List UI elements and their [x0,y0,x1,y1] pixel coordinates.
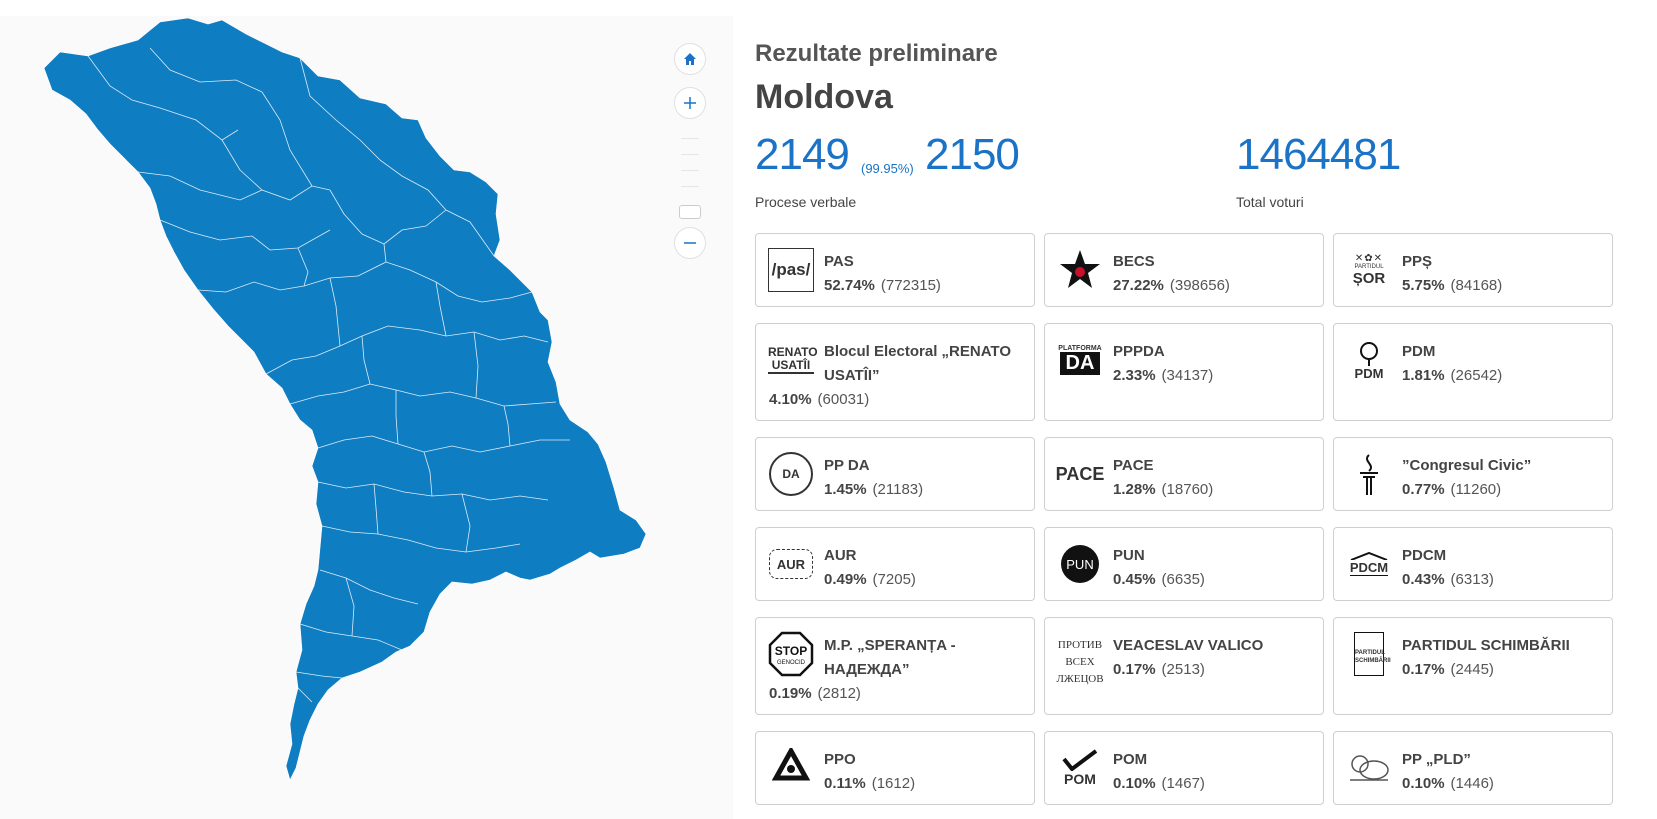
zoom-tick [681,170,699,171]
total-pv-count: 2150 [925,130,1020,179]
party-stats: 0.43% (6313) [1402,571,1494,588]
partidul-schimbarii-logo: PARTIDUL SCHIMBĂRII [1345,630,1393,678]
minus-icon [684,242,696,244]
party-card-pas[interactable]: /pas/ PAS 52.74% (772315) [755,233,1035,307]
party-card-pld[interactable]: PP „PLD” 0.10% (1446) [1333,731,1613,805]
platforma-da-logo: PLATFORMA DA [1058,345,1102,375]
party-stats: 5.75% (84168) [1402,277,1503,294]
party-name: PP DA [824,457,870,474]
party-name: VEACESLAV VALICO [1113,637,1264,654]
pdm-rose-logo: PDM [1345,336,1393,384]
party-card-speranta[interactable]: STOP GENOCID M.P. „SPERANȚA - НАДЕЖДА” 0.… [755,617,1035,715]
plus-icon [684,97,696,109]
party-stats: 27.22% (398656) [1113,277,1230,294]
party-stats: 0.49% (7205) [824,571,916,588]
party-stats: 0.19% (2812) [769,685,861,702]
pld-lion-logo [1345,744,1393,792]
party-card-veaceslav-valico[interactable]: ПРОТИВ ВСЕХ ЛЖЕЦОВ VEACESLAV VALICO 0.17… [1044,617,1324,715]
party-name: AUR [824,547,857,564]
party-name: POM [1113,751,1148,768]
party-stats: 0.17% (2445) [1402,661,1494,678]
moldova-country-shape[interactable] [43,17,647,781]
party-stats: 0.10% (1467) [1113,775,1205,792]
party-card-becs[interactable]: BECS 27.22% (398656) [1044,233,1324,307]
congresul-civic-logo [1345,450,1393,498]
party-name: PAS [824,253,854,270]
party-stats: 2.33% (34137) [1113,367,1214,384]
zoom-slider-handle[interactable] [679,205,701,219]
party-name: PUN [1113,547,1145,564]
party-stats: 1.28% (18760) [1113,481,1214,498]
partidul-sor-logo: ✕✿✕ PARTIDUL ȘOR [1352,253,1386,287]
party-card-pace[interactable]: PACE PACE 1.28% (18760) [1044,437,1324,511]
party-card-ppo[interactable]: PPO 0.11% (1612) [755,731,1035,805]
party-card-partidul-schimbarii[interactable]: PARTIDUL SCHIMBĂRII PARTIDUL SCHIMBĂRII … [1333,617,1613,715]
party-name: Blocul Electoral „RENATO USATÎI” [824,343,1011,384]
svg-text:GENOCID: GENOCID [777,660,806,666]
party-stats: 0.77% (11260) [1402,481,1502,498]
zoom-tick [681,186,699,187]
party-card-pdm[interactable]: PDM PDM 1.81% (26542) [1333,323,1613,421]
party-stats: 0.17% (2513) [1113,661,1205,678]
map-panel[interactable] [0,16,733,819]
total-votes-label: Total voturi [1236,194,1304,210]
pdcm-logo: PDCM [1345,540,1393,588]
processed-count: 2149 [755,130,850,179]
star-hammer-sickle-icon [1056,246,1104,294]
party-name: PPPDA [1113,343,1165,360]
party-name: PP „PLD” [1402,751,1471,768]
pace-logo: PACE [1055,463,1105,484]
party-card-pom[interactable]: POM POM 0.10% (1467) [1044,731,1324,805]
party-card-renato-usatii[interactable]: RENATO USATÎI Blocul Electoral „RENATO U… [755,323,1035,421]
district-borders [87,47,570,703]
moldova-map[interactable] [0,16,733,819]
party-name: BECS [1113,253,1155,270]
party-name: ”Congresul Civic” [1402,457,1532,474]
stop-genocid-logo: STOP GENOCID [767,630,815,678]
party-card-congresul-civic[interactable]: ”Congresul Civic” 0.77% (11260) [1333,437,1613,511]
party-name: M.P. „SPERANȚA - НАДЕЖДА” [824,637,956,678]
ppo-logo [767,744,815,792]
party-card-pun[interactable]: PUN PUN 0.45% (6635) [1044,527,1324,601]
svg-text:STOP: STOP [775,644,807,658]
zoom-out-button[interactable] [674,227,706,259]
zoom-in-button[interactable] [674,87,706,119]
renato-usatii-logo: RENATO USATÎI [768,345,818,374]
party-stats: 52.74% (772315) [824,277,941,294]
zoom-tick [681,138,699,139]
party-stats: 0.11% (1612) [824,775,916,792]
zoom-tick [681,154,699,155]
processed-percent: (99.95%) [861,161,914,176]
results-panel: Rezultate preliminare Moldova 2149 (99.9… [755,0,1615,819]
aur-logo: AUR [767,540,815,588]
party-stats: 1.81% (26542) [1402,367,1503,384]
region-title: Moldova [755,78,893,116]
protiv-vseh-logo: ПРОТИВ ВСЕХ ЛЖЕЦОВ [1056,638,1104,685]
party-stats: 0.10% (1446) [1402,775,1494,792]
party-name: PARTIDUL SCHIMBĂRII [1402,637,1570,654]
home-icon [684,53,696,65]
pun-logo: PUN [1056,540,1104,588]
party-card-pdcm[interactable]: PDCM PDCM 0.43% (6313) [1333,527,1613,601]
party-name: PPȘ [1402,253,1433,270]
party-card-aur[interactable]: AUR AUR 0.49% (7205) [755,527,1035,601]
party-card-pppda[interactable]: PLATFORMA DA PPPDA 2.33% (34137) [1044,323,1324,421]
party-stats: 4.10% (60031) [769,391,870,408]
party-card-pps[interactable]: ✕✿✕ PARTIDUL ȘOR PPȘ 5.75% (84168) [1333,233,1613,307]
pv-label: Procese verbale [755,194,857,210]
party-name: PDCM [1402,547,1447,564]
total-votes-count: 1464481 [1236,130,1401,179]
democratia-acasa-logo: DA [767,450,815,498]
pom-logo: POM [1056,744,1104,792]
party-name: PDM [1402,343,1436,360]
party-stats: 1.45% (21183) [824,481,924,498]
party-name: PACE [1113,457,1154,474]
home-button[interactable] [674,43,706,75]
party-stats: 0.45% (6635) [1113,571,1205,588]
party-card-pp-da[interactable]: DA PP DA 1.45% (21183) [755,437,1035,511]
pas-logo: /pas/ [767,246,815,294]
party-name: PPO [824,751,856,768]
page-subtitle: Rezultate preliminare [755,40,998,67]
